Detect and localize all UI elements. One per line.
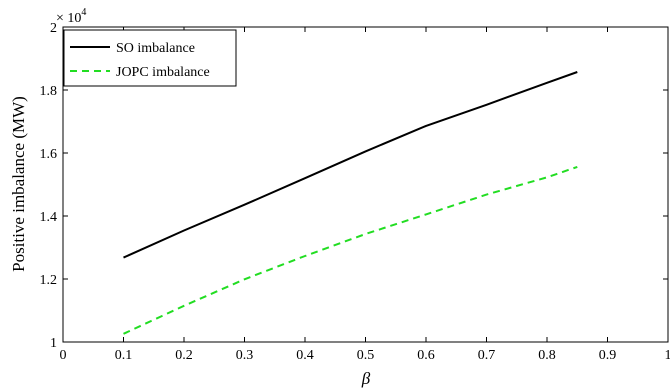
x-tick-label: 0.1: [115, 348, 133, 363]
legend-box: [63, 29, 237, 87]
series-line-so-imbalance: [123, 71, 578, 259]
x-tick-label: 0.6: [417, 348, 435, 363]
x-tick-label: 1: [665, 348, 670, 363]
x-axis-label: β: [361, 369, 371, 388]
series-line-jopc-imbalance: [123, 165, 578, 335]
x-tick-label: 0.5: [357, 348, 375, 363]
y-tick-label: 1.8: [40, 84, 58, 99]
axis-ticks: 0 0.1 0.2 0.3 0.4 0.5 0.6 0.7 0.8 0.9 1 1 1.2 1.4 1.6 1…: [40, 21, 670, 363]
y-multiplier-exponent: 4: [81, 7, 86, 18]
y-tick-label: 1.4: [40, 210, 58, 225]
y-tick-label: 1: [50, 336, 57, 351]
x-tick-label: 0.4: [296, 348, 314, 363]
y-multiplier-base: × 10: [56, 11, 81, 26]
x-tick-label: 0.9: [599, 348, 617, 363]
y-tick-label: 1.2: [40, 273, 58, 288]
y-tick-label: 1.6: [40, 147, 58, 162]
y-multiplier: × 104: [56, 7, 86, 26]
y-axis-label: Positive imbalance (MW): [9, 96, 28, 272]
x-tick-label: 0.7: [478, 348, 496, 363]
legend: SO imbalance JOPC imbalance: [63, 29, 237, 87]
data-lines: [123, 71, 578, 335]
legend-label-so: SO imbalance: [116, 41, 195, 56]
x-tick-label: 0.8: [538, 348, 556, 363]
x-tick-label: 0.3: [236, 348, 254, 363]
y-tick-label: 2: [50, 21, 57, 36]
x-tick-label: 0: [60, 348, 67, 363]
legend-label-jopc: JOPC imbalance: [116, 65, 210, 80]
x-tick-label: 0.2: [175, 348, 193, 363]
